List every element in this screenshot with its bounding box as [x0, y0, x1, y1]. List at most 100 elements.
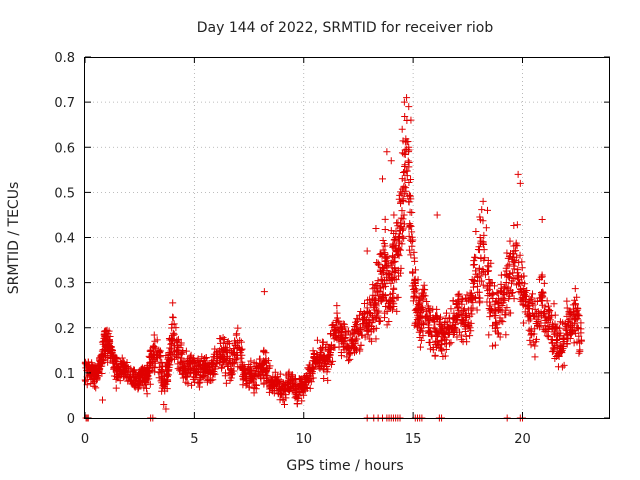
- data-point: [156, 359, 164, 367]
- data-point: [309, 347, 317, 355]
- data-point: [262, 374, 270, 382]
- data-point: [565, 310, 573, 318]
- data-point: [368, 337, 376, 345]
- data-point: [540, 307, 548, 315]
- data-point: [486, 309, 494, 317]
- data-point: [560, 361, 568, 369]
- data-point: [346, 349, 354, 357]
- data-point: [506, 292, 514, 300]
- data-point: [433, 305, 441, 313]
- data-point: [391, 265, 399, 273]
- data-point: [552, 336, 560, 344]
- data-point: [234, 324, 242, 332]
- data-point: [369, 281, 377, 289]
- data-point: [552, 353, 560, 361]
- chart-title: Day 144 of 2022, SRMTID for receiver rio…: [197, 20, 494, 36]
- data-point: [146, 380, 154, 388]
- data-point: [462, 332, 470, 340]
- data-point: [540, 279, 548, 287]
- data-point: [545, 308, 553, 316]
- data-point: [415, 328, 423, 336]
- data-point: [230, 350, 238, 358]
- data-point: [480, 246, 488, 254]
- data-point: [92, 384, 100, 392]
- data-points: [81, 94, 585, 422]
- data-point: [407, 116, 415, 124]
- x-tick-label: 5: [190, 432, 198, 447]
- data-point: [510, 222, 518, 230]
- data-point: [513, 253, 521, 261]
- data-point: [163, 372, 171, 380]
- data-point: [414, 276, 422, 284]
- data-point: [169, 299, 177, 307]
- data-point: [390, 254, 398, 262]
- data-point: [502, 311, 510, 319]
- data-point: [143, 390, 151, 398]
- data-point: [202, 354, 210, 362]
- data-point: [366, 299, 374, 307]
- data-point: [448, 324, 456, 332]
- y-tick-label: 0.5: [54, 186, 75, 201]
- data-point: [395, 230, 403, 238]
- data-point: [526, 295, 534, 303]
- data-point: [476, 234, 484, 242]
- data-point: [476, 297, 484, 305]
- data-point: [112, 384, 120, 392]
- data-point: [254, 363, 262, 371]
- data-point: [105, 327, 113, 335]
- data-point: [209, 376, 217, 384]
- data-point: [573, 293, 581, 301]
- data-point: [507, 309, 515, 317]
- data-point: [161, 363, 169, 371]
- data-point: [276, 370, 284, 378]
- data-point: [455, 298, 463, 306]
- data-point: [400, 182, 408, 190]
- data-point: [491, 282, 499, 290]
- data-point: [382, 262, 390, 270]
- data-point: [313, 336, 321, 344]
- data-point: [195, 379, 203, 387]
- data-point: [395, 252, 403, 260]
- data-point: [566, 335, 574, 343]
- data-point: [399, 215, 407, 223]
- data-point: [224, 362, 232, 370]
- data-point: [191, 365, 199, 373]
- data-point: [341, 334, 349, 342]
- data-point: [361, 320, 369, 328]
- data-point: [410, 254, 418, 262]
- data-point: [504, 262, 512, 270]
- data-point: [298, 397, 306, 405]
- data-point: [372, 302, 380, 310]
- data-point: [411, 282, 419, 290]
- data-point: [419, 327, 427, 335]
- data-point: [434, 340, 442, 348]
- data-point: [249, 378, 257, 386]
- data-point: [188, 381, 196, 389]
- data-point: [202, 373, 210, 381]
- data-point: [144, 372, 152, 380]
- data-point: [391, 257, 399, 265]
- data-point: [216, 335, 224, 343]
- data-point: [486, 302, 494, 310]
- data-point: [502, 331, 510, 339]
- data-point: [310, 365, 318, 373]
- data-point: [260, 347, 268, 355]
- y-tick-label: 0.3: [54, 277, 75, 292]
- data-point: [300, 385, 308, 393]
- data-point: [170, 355, 178, 363]
- data-point: [400, 98, 408, 106]
- data-point: [532, 320, 540, 328]
- data-point: [143, 365, 151, 373]
- data-point: [551, 311, 559, 319]
- data-point: [169, 313, 177, 321]
- data-point: [425, 338, 433, 346]
- data-point: [491, 341, 499, 349]
- data-point: [447, 339, 455, 347]
- data-point: [237, 354, 245, 362]
- data-point: [529, 290, 537, 298]
- data-point: [407, 176, 415, 184]
- data-point: [271, 368, 279, 376]
- data-point: [381, 309, 389, 317]
- data-point: [513, 221, 521, 229]
- data-point: [389, 289, 397, 297]
